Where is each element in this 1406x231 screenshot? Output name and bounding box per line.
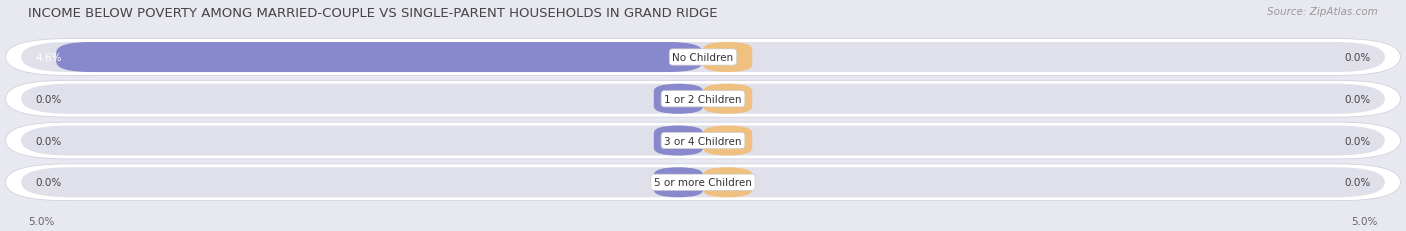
Text: 0.0%: 0.0% (1344, 177, 1371, 188)
FancyBboxPatch shape (654, 167, 703, 198)
FancyBboxPatch shape (21, 84, 1385, 114)
FancyBboxPatch shape (6, 164, 1400, 201)
FancyBboxPatch shape (21, 167, 1385, 198)
Text: 3 or 4 Children: 3 or 4 Children (664, 136, 742, 146)
FancyBboxPatch shape (703, 43, 752, 73)
Text: 0.0%: 0.0% (1344, 94, 1371, 104)
Text: Source: ZipAtlas.com: Source: ZipAtlas.com (1267, 7, 1378, 17)
FancyBboxPatch shape (56, 43, 703, 73)
FancyBboxPatch shape (703, 167, 752, 198)
Text: 5.0%: 5.0% (1351, 216, 1378, 226)
FancyBboxPatch shape (654, 126, 703, 156)
FancyBboxPatch shape (654, 84, 703, 114)
Text: 5.0%: 5.0% (28, 216, 55, 226)
Text: No Children: No Children (672, 53, 734, 63)
Text: 0.0%: 0.0% (35, 136, 62, 146)
FancyBboxPatch shape (6, 81, 1400, 118)
FancyBboxPatch shape (703, 126, 752, 156)
Text: 1 or 2 Children: 1 or 2 Children (664, 94, 742, 104)
Text: INCOME BELOW POVERTY AMONG MARRIED-COUPLE VS SINGLE-PARENT HOUSEHOLDS IN GRAND R: INCOME BELOW POVERTY AMONG MARRIED-COUPL… (28, 7, 717, 20)
Text: 5 or more Children: 5 or more Children (654, 177, 752, 188)
FancyBboxPatch shape (21, 126, 1385, 156)
FancyBboxPatch shape (6, 123, 1400, 159)
FancyBboxPatch shape (6, 40, 1400, 76)
Text: 0.0%: 0.0% (1344, 136, 1371, 146)
Text: 4.6%: 4.6% (35, 53, 62, 63)
Text: 0.0%: 0.0% (35, 177, 62, 188)
Text: 0.0%: 0.0% (35, 94, 62, 104)
FancyBboxPatch shape (21, 43, 1385, 73)
Text: 0.0%: 0.0% (1344, 53, 1371, 63)
FancyBboxPatch shape (703, 84, 752, 114)
